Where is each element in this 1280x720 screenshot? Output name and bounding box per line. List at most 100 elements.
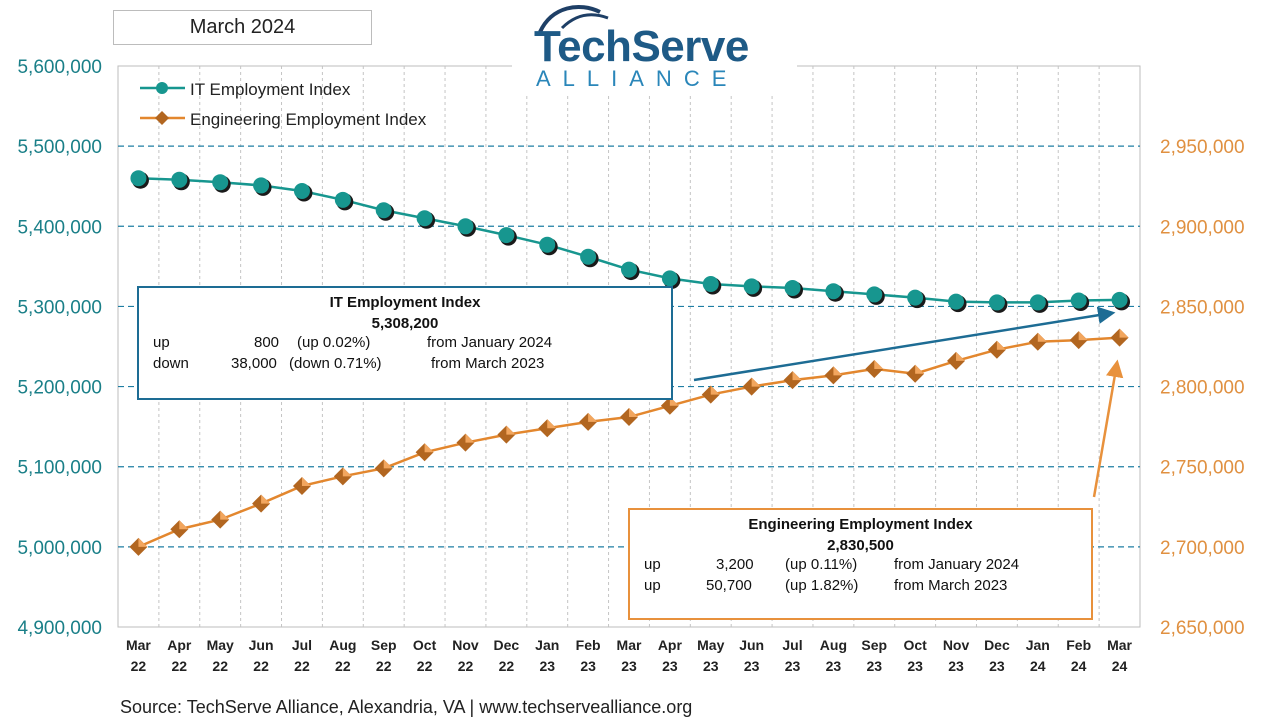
engineering-point-highlight	[792, 371, 802, 381]
techserve-logo: TechServe ALLIANCE	[512, 0, 797, 95]
engineering-point-highlight	[1119, 328, 1129, 338]
x-tick-year: 24	[1030, 658, 1046, 674]
engineering-point-highlight	[547, 419, 557, 429]
engineering-point-highlight	[1078, 331, 1088, 341]
eng-row1-amount: 3,200	[716, 556, 754, 573]
it-callout: IT Employment Index 5,308,200 up 800 (up…	[137, 286, 673, 400]
x-tick-month: Dec	[494, 637, 520, 653]
left-axis: 4,900,000 5,000,000 5,100,000 5,200,000 5,30…	[17, 57, 102, 639]
it-row1-percent: (up 0.02%)	[297, 334, 371, 351]
eng-row2-percent: (up 1.82%)	[785, 577, 859, 594]
legend: IT Employment Index Engineering Employmen…	[140, 80, 427, 129]
right-tick-label: 2,850,000	[1160, 297, 1245, 318]
x-tick-year: 23	[866, 658, 882, 674]
it-point	[130, 170, 147, 187]
engineering-point-highlight	[588, 412, 598, 422]
eng-callout-title: Engineering Employment Index	[748, 516, 973, 533]
right-axis: 2,650,000 2,700,000 2,750,000 2,800,000 2,85…	[1160, 137, 1245, 639]
date-label: March 2024	[113, 10, 372, 45]
legend-engineering-marker	[155, 111, 169, 125]
x-tick-month: Jun	[739, 637, 764, 653]
x-tick-month: Mar	[617, 637, 642, 653]
legend-engineering-label: Engineering Employment Index	[190, 110, 427, 129]
logo-subtitle: ALLIANCE	[536, 66, 739, 91]
it-point	[334, 191, 351, 208]
x-tick-year: 22	[458, 658, 474, 674]
it-callout-title: IT Employment Index	[329, 294, 481, 311]
it-point	[743, 278, 760, 295]
it-point	[1070, 292, 1087, 309]
it-row1-direction: up	[153, 334, 170, 351]
x-tick-month: Oct	[413, 637, 437, 653]
it-point	[825, 283, 842, 300]
it-point	[253, 177, 270, 194]
engineering-point-highlight	[220, 510, 230, 520]
x-tick-month: Dec	[984, 637, 1010, 653]
x-tick-year: 22	[499, 658, 515, 674]
x-tick-year: 23	[989, 658, 1005, 674]
engineering-point-highlight	[751, 377, 761, 387]
engineering-callout-arrow	[1092, 359, 1124, 498]
eng-row1-period: from January 2024	[894, 556, 1020, 573]
it-point	[907, 289, 924, 306]
engineering-callout: Engineering Employment Index 2,830,500 u…	[628, 508, 1093, 620]
engineering-point-highlight	[996, 340, 1006, 350]
engineering-point-highlight	[424, 443, 434, 453]
it-point	[702, 275, 719, 292]
x-tick-month: Apr	[658, 637, 683, 653]
x-tick-year: 22	[253, 658, 269, 674]
x-tick-month: Jul	[782, 637, 802, 653]
engineering-point-highlight	[833, 366, 843, 376]
it-point	[539, 236, 556, 253]
x-tick-month: Sep	[371, 637, 397, 653]
it-point	[375, 202, 392, 219]
x-tick-month: Jan	[1026, 637, 1050, 653]
eng-callout-row-2: up 50,700 (up 1.82%) from March 2023	[630, 575, 1091, 596]
eng-row1-direction: up	[644, 556, 661, 573]
it-point	[621, 261, 637, 278]
left-tick-label: 5,500,000	[17, 137, 102, 158]
engineering-point-highlight	[1037, 332, 1047, 342]
left-tick-label: 4,900,000	[17, 618, 102, 639]
x-tick-year: 23	[785, 658, 801, 674]
logo-wordmark: TechServe	[534, 22, 749, 72]
it-callout-value: 5,308,200	[371, 315, 439, 332]
engineering-point-highlight	[915, 364, 925, 374]
left-tick-label: 5,600,000	[17, 57, 102, 78]
logo-word-serve: Serve	[631, 22, 749, 71]
it-point	[416, 210, 433, 227]
legend-it-label: IT Employment Index	[190, 80, 351, 99]
engineering-point-highlight	[629, 408, 638, 418]
x-tick-year: 23	[580, 658, 596, 674]
x-tick-month: Nov	[452, 637, 479, 653]
x-tick-year: 22	[172, 658, 188, 674]
x-tick-year: 23	[907, 658, 923, 674]
x-tick-year: 23	[703, 658, 719, 674]
engineering-point-highlight	[138, 537, 148, 547]
it-point	[661, 270, 678, 287]
engineering-point-highlight	[506, 425, 516, 435]
engineering-point-highlight	[710, 385, 720, 395]
it-point	[457, 218, 474, 235]
x-tick-year: 22	[376, 658, 392, 674]
logo-word-tech: Tech	[534, 22, 632, 71]
x-tick-year: 22	[417, 658, 433, 674]
eng-row2-direction: up	[644, 577, 661, 594]
engineering-point-highlight	[342, 467, 352, 477]
eng-row1-percent: (up 0.11%)	[785, 556, 858, 573]
x-tick-year: 24	[1071, 658, 1087, 674]
x-tick-month: Apr	[167, 637, 192, 653]
it-row2-percent: (down 0.71%)	[289, 355, 382, 372]
x-tick-month: Jul	[292, 637, 312, 653]
left-tick-label: 5,100,000	[17, 458, 102, 479]
it-row2-direction: down	[153, 355, 189, 372]
engineering-point-highlight	[956, 351, 966, 361]
it-row2-amount: 38,000	[231, 355, 277, 372]
it-callout-row-1: up 800 (up 0.02%) from January 2024	[139, 332, 671, 353]
source-note: Source: TechServe Alliance, Alexandria, …	[120, 697, 693, 717]
x-tick-month: May	[697, 637, 724, 653]
x-tick-year: 23	[948, 658, 964, 674]
x-tick-year: 24	[1112, 658, 1128, 674]
x-tick-month: Feb	[576, 637, 601, 653]
right-tick-label: 2,650,000	[1160, 618, 1245, 639]
